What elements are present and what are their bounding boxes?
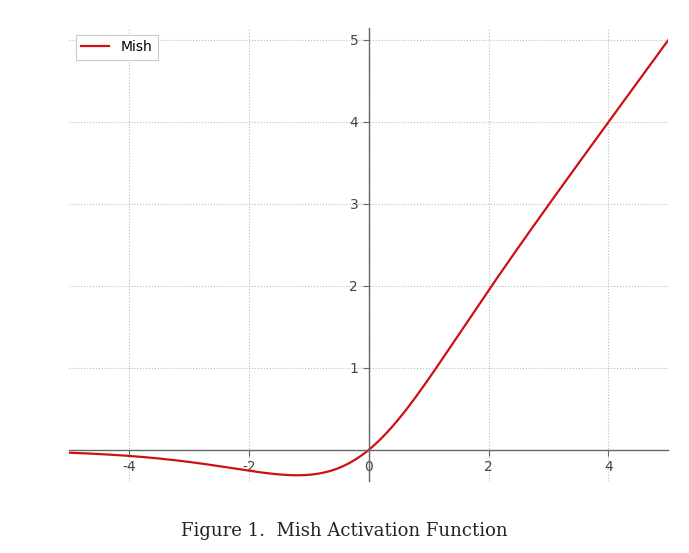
Line: Mish: Mish: [69, 40, 668, 475]
Legend: Mish: Mish: [76, 35, 158, 60]
Text: Figure 1.  Mish Activation Function: Figure 1. Mish Activation Function: [181, 522, 508, 540]
Mish: [293, 472, 301, 478]
Mish: [537, 212, 545, 218]
Mish: [664, 36, 672, 43]
Mish: [340, 462, 349, 469]
Mish: [95, 451, 103, 457]
Mish: [65, 450, 73, 456]
Mish: [647, 60, 655, 67]
Mish: [356, 453, 364, 460]
Mish: [647, 60, 655, 67]
